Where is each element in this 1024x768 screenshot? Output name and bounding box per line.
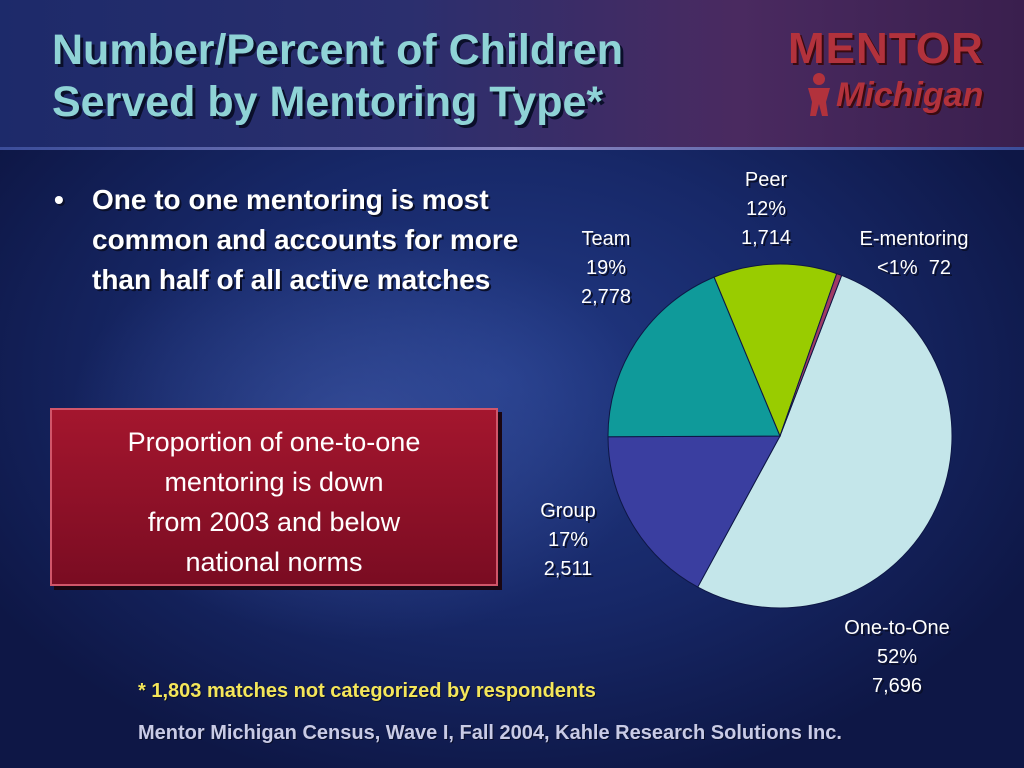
- footnote: * 1,803 matches not categorized by respo…: [138, 680, 596, 702]
- label-group: Group 17% 2,511: [520, 497, 616, 584]
- mentor-michigan-logo: MENTOR Michigan: [788, 24, 998, 124]
- slice-name: Team: [581, 228, 631, 250]
- title-band: [0, 0, 1024, 150]
- title-divider: [0, 147, 1024, 150]
- slice-peer: [713, 263, 838, 438]
- callout-line-1: Proportion of one-to-one: [127, 427, 421, 457]
- callout-line-2: mentoring is down: [164, 467, 384, 497]
- logo-michigan-text: Michigan: [836, 76, 984, 114]
- callout-box: Proportion of one-to-one mentoring is do…: [50, 408, 498, 586]
- label-peer: Peer 12% 1,714: [724, 166, 808, 253]
- callout-line-3: from 2003 and below: [147, 507, 401, 537]
- slice-name: E-mentoring: [859, 228, 969, 250]
- slice-percent: 12%: [745, 198, 787, 220]
- label-team: Team 19% 2,778: [558, 225, 654, 312]
- slice-name: One-to-One: [844, 617, 950, 639]
- source-citation: Mentor Michigan Census, Wave I, Fall 200…: [138, 722, 842, 744]
- slice-name: Peer: [744, 169, 788, 191]
- slice-count: 1,714: [740, 227, 792, 249]
- title-line-1: Number/Percent of Children: [52, 26, 624, 74]
- slice-one-to-one: [697, 274, 953, 609]
- slice-count: 2,511: [543, 558, 593, 580]
- slice-e-mentoring: [779, 272, 843, 437]
- slide-title: Number/Percent of Children Served by Men…: [52, 24, 772, 128]
- slice-team: [607, 276, 781, 438]
- slice-count: 2,778: [580, 286, 632, 308]
- slice-percent-count: <1% 72: [877, 257, 951, 279]
- slice-name: Group: [540, 500, 596, 522]
- bullet-text: One to one mentoring is most common and …: [92, 184, 519, 295]
- title-line-2: Served by Mentoring Type*: [52, 78, 604, 126]
- slice-percent: 52%: [876, 646, 918, 668]
- slice-percent: 19%: [585, 257, 627, 279]
- logo-figure-icon: [808, 73, 830, 116]
- slice-percent: 17%: [547, 529, 589, 551]
- label-e-mentoring: E-mentoring <1% 72: [832, 225, 996, 283]
- callout-line-4: national norms: [185, 547, 363, 577]
- slice-group: [607, 435, 781, 588]
- bullet-symbol: •: [54, 184, 64, 215]
- label-one-to-one: One-to-One 52% 7,696: [822, 614, 972, 701]
- slice-count: 7,696: [871, 675, 923, 697]
- logo-mentor-text: MENTOR: [788, 24, 984, 73]
